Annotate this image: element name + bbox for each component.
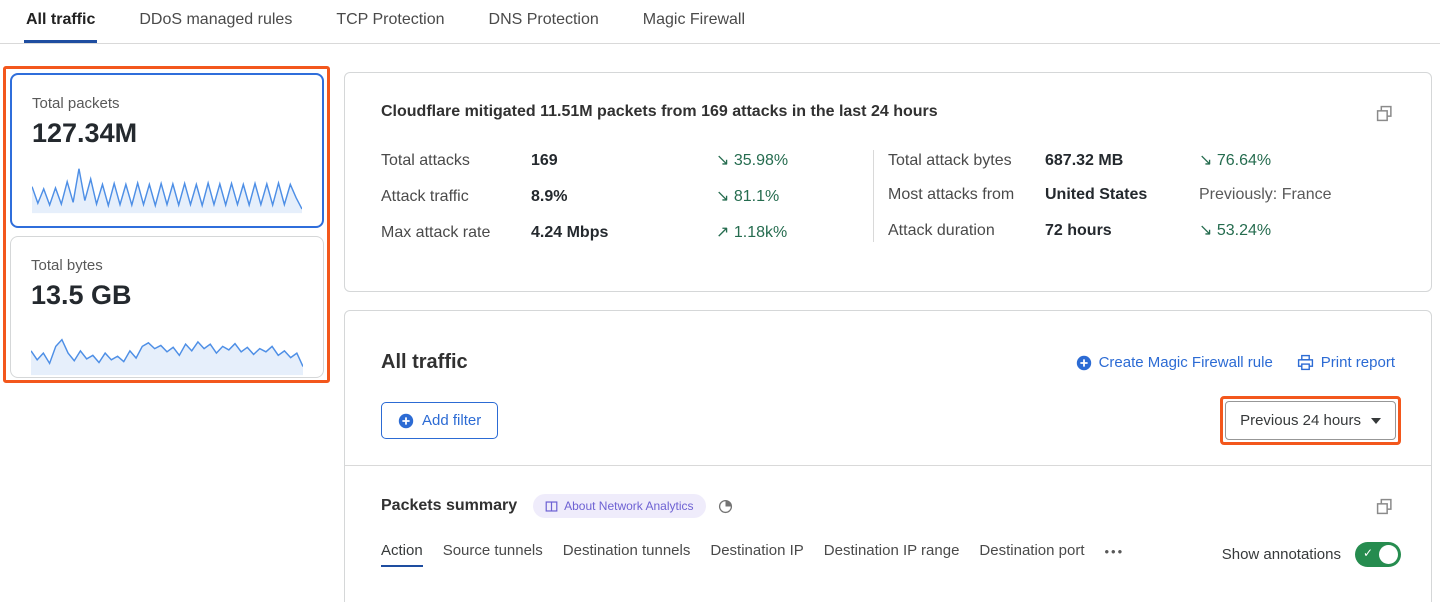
stat-value: 169 xyxy=(531,152,558,169)
tab-dns-protection[interactable]: DNS Protection xyxy=(488,11,599,28)
total-packets-label: Total packets xyxy=(32,95,120,112)
subtab-action[interactable]: Action xyxy=(381,542,423,567)
stat-previous-value: Previously: France xyxy=(1199,186,1332,203)
subtab-source-tunnels[interactable]: Source tunnels xyxy=(442,542,543,559)
stat-total-attacks: Total attacks 169 ↘ 35.98% xyxy=(381,150,873,170)
book-icon xyxy=(545,500,558,512)
mitigation-summary-panel: Cloudflare mitigated 11.51M packets from… xyxy=(344,72,1432,292)
more-tabs-button[interactable]: ••• xyxy=(1104,544,1125,559)
total-packets-sparkline xyxy=(32,168,302,214)
add-filter-label: Add filter xyxy=(422,412,482,429)
chevron-down-icon xyxy=(1371,417,1381,424)
copy-icon[interactable] xyxy=(1374,496,1395,517)
stats-divider xyxy=(873,150,874,242)
stat-label: Attack traffic xyxy=(381,188,469,205)
time-range-dropdown[interactable]: Previous 24 hours xyxy=(1225,401,1396,440)
tab-magic-firewall[interactable]: Magic Firewall xyxy=(642,11,746,28)
attack-stats-grid: Total attacks 169 ↘ 35.98% Attack traffi… xyxy=(381,150,1395,242)
total-bytes-card[interactable]: Total bytes 13.5 GB xyxy=(10,236,324,378)
data-freshness-icon[interactable] xyxy=(718,499,733,514)
subtab-destination-port[interactable]: Destination port xyxy=(979,542,1085,559)
printer-icon xyxy=(1297,354,1313,371)
show-annotations-label: Show annotations xyxy=(1221,546,1341,563)
total-packets-value: 127.34M xyxy=(32,118,138,148)
stat-attack-traffic: Attack traffic 8.9% ↘ 81.1% xyxy=(381,186,873,206)
create-magic-firewall-rule-link[interactable]: Create Magic Firewall rule xyxy=(1076,354,1273,371)
tab-ddos-managed-rules[interactable]: DDoS managed rules xyxy=(139,11,293,28)
stat-label: Attack duration xyxy=(888,222,995,239)
all-traffic-title: All traffic xyxy=(381,351,468,373)
stat-label: Total attacks xyxy=(381,152,470,169)
plus-circle-icon xyxy=(398,413,414,428)
total-bytes-label: Total bytes xyxy=(31,257,103,274)
stat-delta: ↘ 35.98% xyxy=(716,152,789,169)
badge-label: About Network Analytics xyxy=(564,499,694,513)
stat-most-attacks-from: Most attacks from United States Previous… xyxy=(888,186,1395,204)
toggle-knob xyxy=(1379,545,1398,564)
create-rule-label: Create Magic Firewall rule xyxy=(1098,354,1273,371)
stat-label: Total attack bytes xyxy=(888,152,1012,169)
stat-delta: ↘ 53.24% xyxy=(1199,222,1272,239)
subtab-destination-ip[interactable]: Destination IP xyxy=(710,542,804,559)
tab-all-traffic[interactable]: All traffic xyxy=(24,0,98,43)
all-traffic-panel: All traffic Create Magic Firewall rule P… xyxy=(344,310,1432,602)
stat-delta: ↘ 81.1% xyxy=(716,188,780,205)
subtab-destination-ip-range[interactable]: Destination IP range xyxy=(823,542,960,559)
stat-max-attack-rate: Max attack rate 4.24 Mbps ↗ 1.18k% xyxy=(381,222,873,242)
section-divider xyxy=(345,465,1431,466)
stat-value: 4.24 Mbps xyxy=(531,224,609,241)
show-annotations-toggle[interactable]: ✓ xyxy=(1355,542,1401,567)
stat-label: Max attack rate xyxy=(381,224,491,241)
stat-total-attack-bytes: Total attack bytes 687.32 MB ↘ 76.64% xyxy=(888,150,1395,170)
stat-delta: ↗ 1.18k% xyxy=(716,224,788,241)
total-bytes-value: 13.5 GB xyxy=(31,280,132,310)
print-report-label: Print report xyxy=(1320,354,1395,371)
stat-value: United States xyxy=(1045,186,1148,203)
print-report-link[interactable]: Print report xyxy=(1297,354,1395,371)
pie-clock-icon xyxy=(718,499,732,513)
about-network-analytics-badge[interactable]: About Network Analytics xyxy=(533,494,706,518)
copy-icon[interactable] xyxy=(1374,103,1395,124)
stat-delta: ↘ 76.64% xyxy=(1199,152,1272,169)
stat-attack-duration: Attack duration 72 hours ↘ 53.24% xyxy=(888,220,1395,240)
packets-summary-title: Packets summary xyxy=(381,497,518,514)
subtab-destination-tunnels[interactable]: Destination tunnels xyxy=(562,542,691,559)
annotation-highlight-timerange: Previous 24 hours xyxy=(1220,396,1401,445)
tab-tcp-protection[interactable]: TCP Protection xyxy=(336,11,445,28)
add-filter-button[interactable]: Add filter xyxy=(381,402,499,439)
total-packets-card[interactable]: Total packets 127.34M xyxy=(10,73,324,228)
attack-stats-left: Total attacks 169 ↘ 35.98% Attack traffi… xyxy=(381,150,873,242)
plus-circle-icon xyxy=(1076,355,1091,370)
time-range-label: Previous 24 hours xyxy=(1240,412,1361,429)
stat-label: Most attacks from xyxy=(888,186,1015,203)
stat-value: 8.9% xyxy=(531,188,568,205)
attack-stats-right: Total attack bytes 687.32 MB ↘ 76.64% Mo… xyxy=(874,150,1395,242)
copy-icon-glyph xyxy=(1376,498,1392,514)
mitigation-summary-title: Cloudflare mitigated 11.51M packets from… xyxy=(381,103,938,120)
top-tab-bar: All traffic DDoS managed rules TCP Prote… xyxy=(0,0,1440,44)
stat-value: 687.32 MB xyxy=(1045,152,1124,169)
stat-value: 72 hours xyxy=(1045,222,1112,239)
copy-icon-glyph xyxy=(1376,105,1392,122)
total-bytes-sparkline xyxy=(31,338,303,376)
packets-summary-subtabs: Action Source tunnels Destination tunnel… xyxy=(381,542,1124,567)
check-icon: ✓ xyxy=(1363,546,1374,560)
